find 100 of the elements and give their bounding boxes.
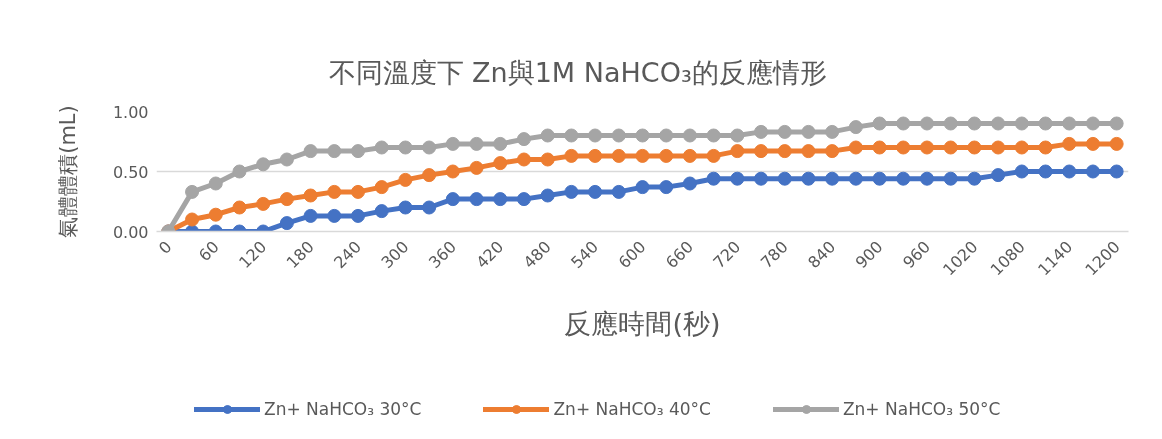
point [588,128,603,143]
point [516,132,531,147]
chart-title: 不同溫度下 Zn與1M NaHCO₃的反應情形 [328,56,827,88]
point [730,171,745,186]
point [1109,116,1124,131]
x-tick-label: 900 [851,237,887,273]
point [279,192,294,207]
point [1062,136,1077,151]
point [967,116,982,131]
x-tick-label: 180 [282,237,318,273]
point [611,128,626,143]
point [919,116,934,131]
y-tick-label: 0.50 [112,162,149,182]
point [1014,140,1029,155]
x-tick-label: 600 [614,237,650,273]
point [1038,164,1053,179]
point [493,192,508,207]
y-axis-title: 氣體體積(mL) [55,105,80,238]
point [848,140,863,155]
point [611,184,626,199]
point [469,136,484,151]
point [848,171,863,186]
point [682,128,697,143]
x-tick-label: 420 [472,237,508,273]
point [1038,140,1053,155]
point [919,171,934,186]
point [256,196,271,211]
point [611,148,626,163]
point [327,208,342,223]
point [208,176,223,191]
point [303,188,318,203]
x-tick-label: 120 [235,237,271,273]
point [659,148,674,163]
x-tick-label: 60 [195,237,223,265]
point [469,192,484,207]
point [896,116,911,131]
x-tick-label: 840 [804,237,840,273]
point [445,192,460,207]
point [1014,164,1029,179]
x-tick-label: 480 [519,237,555,273]
point [232,200,247,215]
point [1109,136,1124,151]
point [445,164,460,179]
point [777,144,792,159]
point [351,184,366,199]
x-tick-label: 300 [377,237,413,273]
point [991,140,1006,155]
point [872,140,887,155]
point [398,172,413,187]
point [872,171,887,186]
point [706,148,721,163]
point [659,180,674,195]
point [991,116,1006,131]
point [327,184,342,199]
point [303,144,318,159]
point [279,152,294,167]
point [801,144,816,159]
point [469,160,484,175]
point [540,128,555,143]
point [635,128,650,143]
point [1014,116,1029,131]
x-tick-label: 960 [899,237,935,273]
point [872,116,887,131]
point [801,124,816,139]
point [398,140,413,155]
point [967,171,982,186]
point [754,124,769,139]
x-tick-label: 360 [424,237,460,273]
y-tick-label: 1.00 [112,102,149,122]
point [445,136,460,151]
point [848,120,863,135]
point [588,148,603,163]
point [943,140,958,155]
point [682,176,697,191]
point [185,184,200,199]
point [256,157,271,172]
x-tick-label: 240 [330,237,366,273]
x-tick-label: 540 [567,237,603,273]
point [374,204,389,219]
point [1085,116,1100,131]
y-tick-label: 0.00 [112,222,149,242]
point [991,168,1006,183]
point [896,171,911,186]
point [588,184,603,199]
point [493,156,508,171]
point [422,200,437,215]
point [185,212,200,227]
point [919,140,934,155]
point [1038,116,1053,131]
x-tick-label: 720 [709,237,745,273]
point [943,116,958,131]
x-tick-label: 0 [154,237,176,258]
point [1085,136,1100,151]
point [208,207,223,222]
point [374,180,389,195]
point [777,171,792,186]
x-axis-title: 反應時間(秒) [564,307,721,339]
point [422,168,437,183]
point [1085,164,1100,179]
point [1062,164,1077,179]
